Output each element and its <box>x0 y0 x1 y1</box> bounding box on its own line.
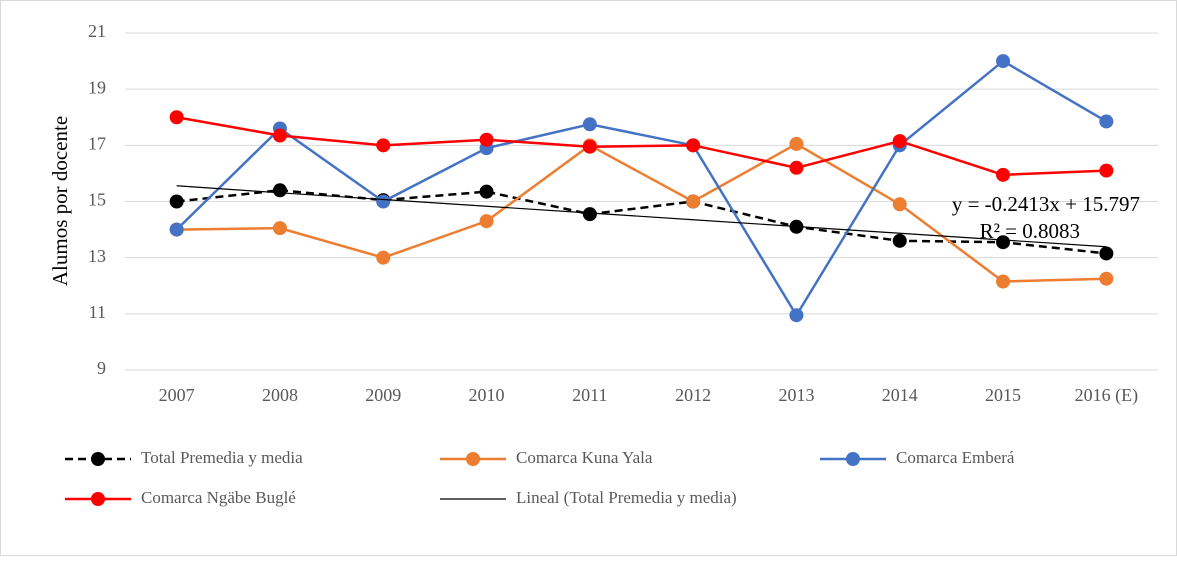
marker <box>1099 271 1114 286</box>
trend-line <box>176 185 1107 248</box>
y-tick-label: 15 <box>88 190 106 210</box>
marker <box>479 214 494 229</box>
x-tick-label: 2012 <box>675 385 711 405</box>
marker <box>1099 246 1114 261</box>
x-tick-label: 2016 (E) <box>1075 385 1138 406</box>
marker <box>996 167 1011 182</box>
marker <box>996 54 1011 69</box>
legend-label: Comarca Emberá <box>896 448 1015 467</box>
legend-label: Total Premedia y media <box>141 448 303 467</box>
marker <box>272 183 287 198</box>
legend-label: Comarca Ngäbe Buglé <box>141 488 296 507</box>
y-axis-label: Alumos por docente <box>48 116 72 286</box>
marker <box>376 250 391 265</box>
marker <box>376 138 391 153</box>
marker <box>789 160 804 175</box>
series-line <box>175 59 1107 318</box>
marker <box>169 110 184 125</box>
legend-marker <box>91 452 105 466</box>
marker <box>479 132 494 147</box>
series-line <box>176 116 1107 177</box>
x-tick-label: 2010 <box>469 385 505 405</box>
marker <box>996 274 1011 289</box>
marker <box>376 194 391 209</box>
y-tick-label: 19 <box>88 77 106 97</box>
marker <box>789 136 804 151</box>
marker <box>892 197 907 212</box>
x-tick-label: 2011 <box>572 385 607 405</box>
x-tick-label: 2015 <box>985 385 1021 405</box>
marker <box>582 117 597 132</box>
y-tick-label: 11 <box>89 302 106 322</box>
marker <box>272 128 287 143</box>
marker <box>169 222 184 237</box>
marker <box>479 184 494 199</box>
y-tick-label: 17 <box>88 133 106 153</box>
x-tick-label: 2008 <box>262 385 298 405</box>
marker <box>892 233 907 248</box>
legend-marker <box>91 492 105 506</box>
x-tick-label: 2009 <box>365 385 401 405</box>
marker <box>686 138 701 153</box>
legend-marker <box>846 452 860 466</box>
marker <box>996 235 1011 250</box>
marker <box>789 308 804 323</box>
marker <box>892 134 907 149</box>
marker <box>272 221 287 236</box>
trend-equation: y = -0.2413x + 15.797 <box>952 192 1140 216</box>
x-tick-label: 2013 <box>778 385 814 405</box>
marker <box>169 194 184 209</box>
marker <box>1099 163 1114 178</box>
legend-label: Comarca Kuna Yala <box>516 448 653 467</box>
legend-marker <box>466 452 480 466</box>
marker <box>582 207 597 222</box>
trend-r2: R² = 0.8083 <box>980 219 1080 243</box>
marker <box>686 194 701 209</box>
y-tick-label: 9 <box>97 358 106 378</box>
x-tick-label: 2014 <box>882 385 918 405</box>
y-tick-label: 13 <box>88 246 106 266</box>
y-tick-label: 21 <box>88 21 106 41</box>
marker <box>582 139 597 154</box>
series-line <box>176 142 1107 283</box>
x-tick-label: 2007 <box>159 385 195 405</box>
legend-label: Lineal (Total Premedia y media) <box>516 488 737 507</box>
marker <box>1099 114 1114 129</box>
